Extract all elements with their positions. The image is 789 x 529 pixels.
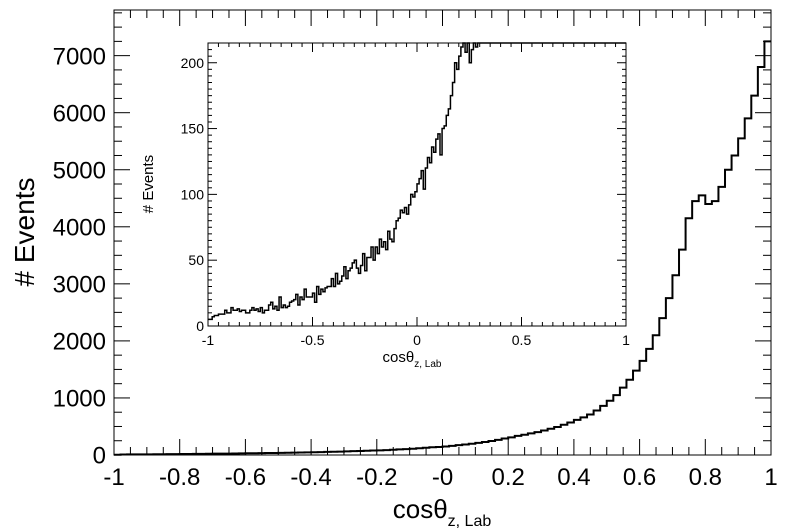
y-tick-label: 150 bbox=[181, 121, 205, 137]
x-tick-label: -0.2 bbox=[356, 464, 397, 491]
main-x-axis-label: cosθz, Lab bbox=[393, 494, 492, 529]
main-plot: -1 -0.8 -0.6 -0.4 -0.2 -0 0.2 0.4 0.6 0.8 1 010002… bbox=[9, 9, 778, 529]
y-tick-label: 4000 bbox=[53, 214, 106, 241]
x-tick-label: -1 bbox=[103, 464, 124, 491]
x-tick-label: 0.6 bbox=[623, 464, 656, 491]
y-tick-label: 1000 bbox=[53, 386, 106, 413]
x-tick-label: 0.2 bbox=[492, 464, 525, 491]
x-tick-label: -0.8 bbox=[159, 464, 200, 491]
x-tick-label: -1 bbox=[202, 332, 215, 348]
inset-x-axis-label: cosθz, Lab bbox=[383, 349, 442, 370]
y-tick-label: 50 bbox=[188, 252, 204, 268]
y-tick-label: 100 bbox=[181, 186, 205, 202]
main-histogram-line bbox=[114, 40, 771, 456]
x-tick-label: 0.4 bbox=[557, 464, 590, 491]
inset-y-axis-label: # Events bbox=[140, 155, 157, 213]
x-tick-label: -0.4 bbox=[290, 464, 331, 491]
inset-plot: -1 -0.5 0 0.5 1 0 50 100 150 200 cosθz, Lab # Ev… bbox=[140, 42, 630, 370]
x-tick-label: -0.6 bbox=[225, 464, 266, 491]
y-tick-label: 200 bbox=[181, 55, 205, 71]
x-tick-label: 1 bbox=[622, 332, 630, 348]
main-plot-frame bbox=[113, 9, 772, 456]
main-x-tick-labels: -1 -0.8 -0.6 -0.4 -0.2 -0 0.2 0.4 0.6 0.8 1 bbox=[103, 464, 777, 491]
x-tick-label: -0 bbox=[432, 464, 453, 491]
main-y-axis-label: # Events bbox=[9, 178, 40, 287]
main-y-tick-labels: 0 1000 2000 3000 4000 5000 6000 7000 bbox=[53, 43, 106, 469]
y-tick-label: 3000 bbox=[53, 271, 106, 298]
main-axis-ticks bbox=[113, 10, 772, 456]
x-tick-label: 0.8 bbox=[689, 464, 722, 491]
y-tick-label: 6000 bbox=[53, 100, 106, 127]
y-tick-label: 2000 bbox=[53, 329, 106, 356]
x-tick-label: 1 bbox=[764, 464, 777, 491]
y-tick-label: 0 bbox=[93, 443, 106, 470]
x-tick-label: -0.5 bbox=[300, 332, 324, 348]
x-tick-label: 0 bbox=[413, 332, 421, 348]
x-tick-label: 0.5 bbox=[512, 332, 532, 348]
inset-y-tick-labels: 0 50 100 150 200 bbox=[181, 55, 205, 334]
inset-x-tick-labels: -1 -0.5 0 0.5 1 bbox=[202, 332, 630, 348]
y-tick-label: 7000 bbox=[53, 43, 106, 70]
inset-plot-frame bbox=[207, 42, 627, 327]
y-tick-label: 0 bbox=[196, 318, 204, 334]
y-tick-label: 5000 bbox=[53, 157, 106, 184]
